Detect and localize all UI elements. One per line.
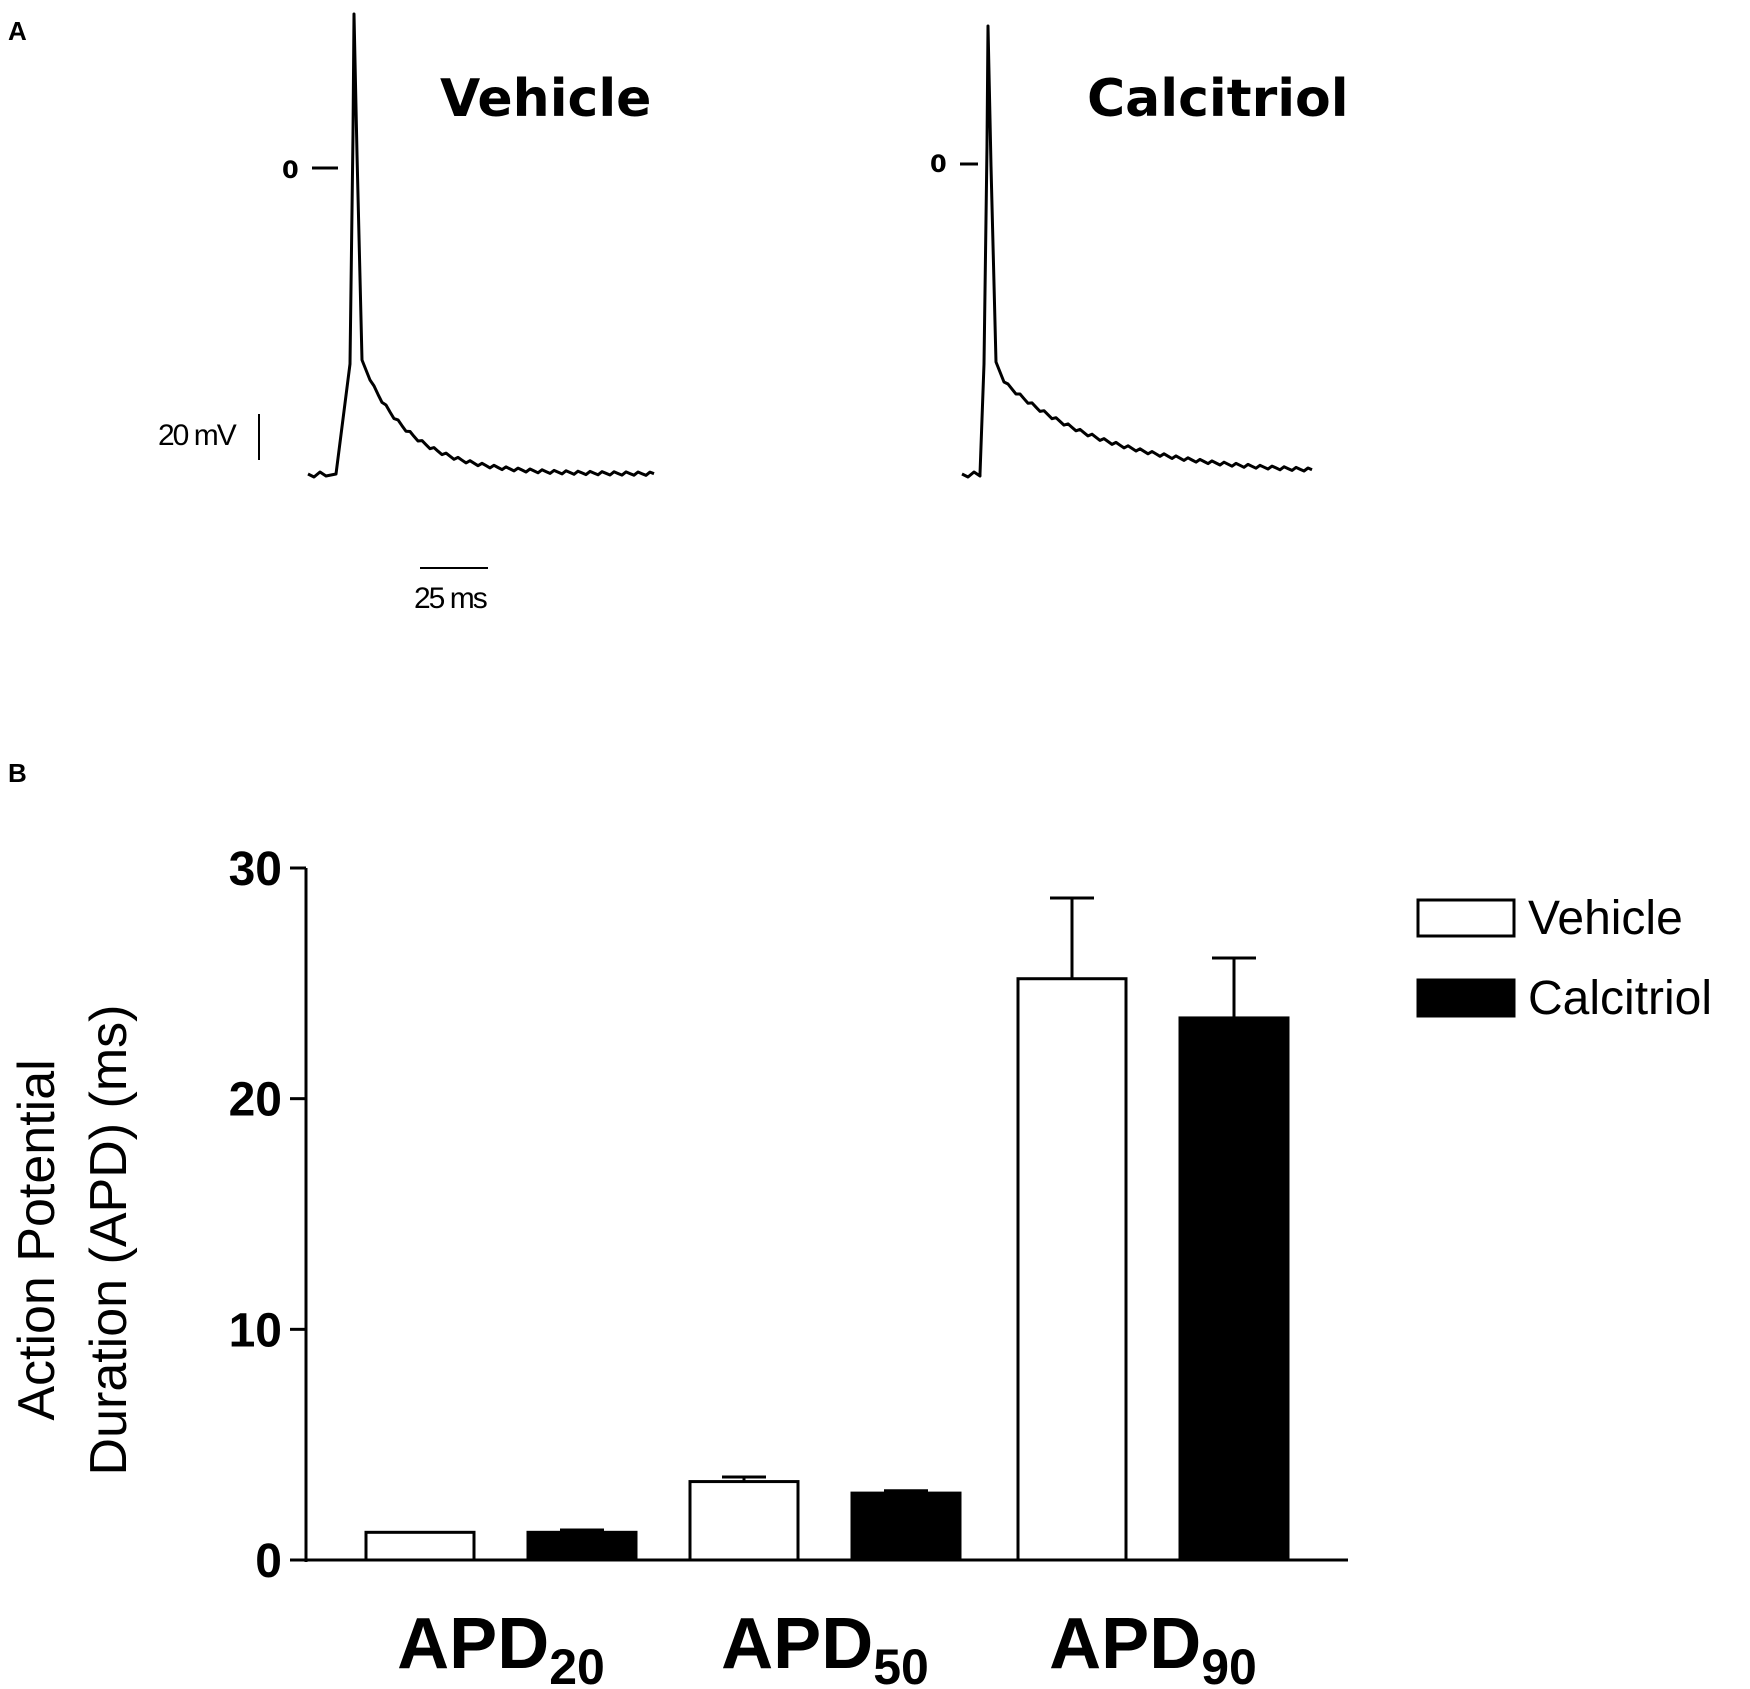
y-tick-label: 0 (255, 1535, 282, 1588)
bar-calcitriol-apd90 (1178, 1016, 1290, 1562)
trace-calcitriol: Calcitriol 0 (930, 24, 1349, 479)
legend-swatch-vehicle (1416, 898, 1516, 938)
zero-label-vehicle: 0 (282, 156, 299, 184)
bar-calcitriol-apd20 (526, 1530, 638, 1562)
y-tick-label: 10 (229, 1304, 282, 1357)
bar-vehicle-apd20 (364, 1530, 476, 1562)
action-potential-trace-vehicle (307, 12, 655, 479)
y-axis-title-line1: Action Potential (8, 1059, 66, 1420)
bars (364, 896, 1290, 1562)
x-tick-label-main: APD (721, 1604, 873, 1684)
y-tick-label: 20 (229, 1074, 282, 1127)
x-tick-label-sub: 20 (549, 1639, 605, 1689)
panel-b-letter: B (8, 758, 27, 788)
trace-vehicle: Vehicle 0 (282, 12, 655, 479)
legend-label-vehicle: Vehicle (1528, 892, 1683, 945)
bar-vehicle-apd90 (1016, 977, 1128, 1562)
legend-swatch-calcitriol (1416, 978, 1516, 1018)
legend: Vehicle Calcitriol (1416, 892, 1712, 1025)
scale-voltage-label: 20 mV (158, 419, 237, 452)
y-axis-title-line2: Duration (APD) (ms) (80, 1005, 138, 1476)
x-tick-label: APD20 (397, 1604, 605, 1689)
y-tick-label: 30 (229, 843, 282, 896)
legend-label-calcitriol: Calcitriol (1528, 972, 1712, 1025)
x-tick-label-main: APD (1049, 1604, 1201, 1684)
trace-title-vehicle: Vehicle (440, 69, 651, 129)
x-tick-label-sub: 50 (873, 1639, 929, 1689)
zero-label-calcitriol: 0 (930, 150, 947, 178)
action-potential-trace-calcitriol (961, 24, 1313, 479)
scale-bars: 20 mV 25 ms (158, 414, 489, 615)
x-tick-label-sub: 90 (1201, 1639, 1257, 1689)
bar-chart: Action Potential Duration (APD) (ms) 0 10… (8, 843, 1712, 1689)
scale-time-label: 25 ms (414, 582, 487, 615)
x-tick-label: APD50 (721, 1604, 929, 1689)
bar-calcitriol-apd50 (850, 1491, 962, 1562)
trace-title-calcitriol: Calcitriol (1087, 69, 1349, 129)
x-axis-labels: APD20 APD50 APD90 (397, 1604, 1257, 1689)
x-tick-label-main: APD (397, 1604, 549, 1684)
bar-vehicle-apd50 (688, 1480, 800, 1562)
y-axis: 0 10 20 30 (229, 843, 1348, 1588)
x-tick-label: APD90 (1049, 1604, 1257, 1689)
panel-a-letter: A (8, 16, 27, 46)
